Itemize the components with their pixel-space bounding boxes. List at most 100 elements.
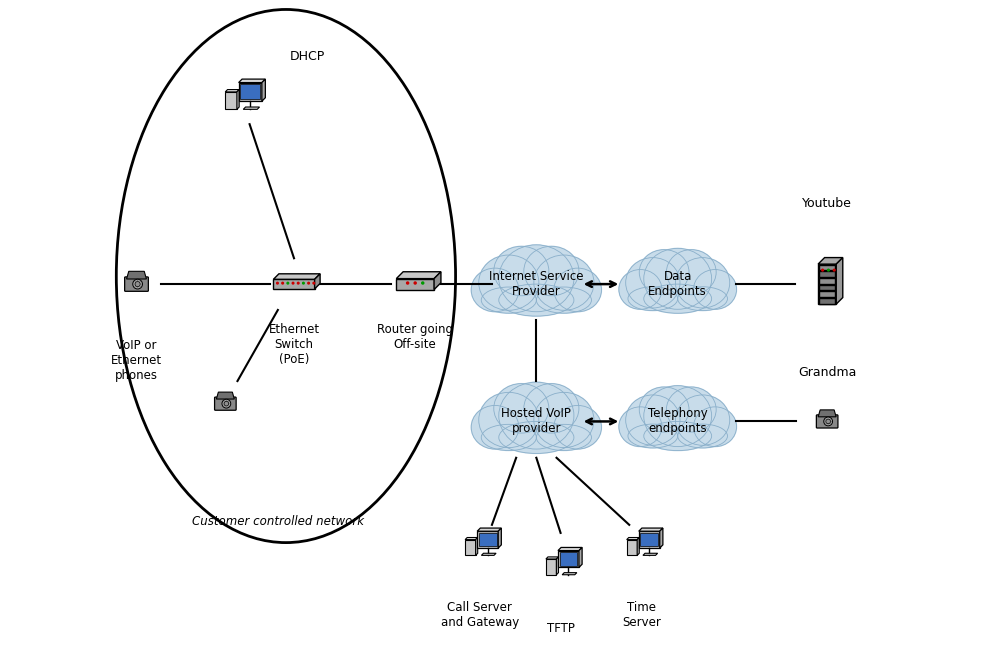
Polygon shape — [637, 537, 639, 556]
Polygon shape — [262, 79, 265, 101]
Ellipse shape — [644, 421, 712, 450]
Circle shape — [407, 282, 409, 284]
Polygon shape — [556, 557, 558, 575]
Ellipse shape — [675, 258, 730, 308]
Ellipse shape — [499, 382, 574, 449]
Circle shape — [141, 284, 142, 285]
Text: VoIP or
Ethernet
phones: VoIP or Ethernet phones — [111, 339, 162, 382]
Polygon shape — [239, 79, 265, 82]
Polygon shape — [498, 528, 501, 548]
Circle shape — [297, 282, 299, 284]
Ellipse shape — [481, 287, 536, 313]
Polygon shape — [836, 258, 843, 304]
Ellipse shape — [644, 386, 712, 447]
Polygon shape — [477, 532, 498, 548]
Text: Data
Endpoints: Data Endpoints — [648, 270, 707, 298]
Circle shape — [303, 282, 304, 284]
Ellipse shape — [678, 424, 727, 448]
Circle shape — [140, 281, 141, 282]
Circle shape — [135, 282, 140, 287]
Polygon shape — [640, 533, 658, 546]
Circle shape — [133, 284, 134, 285]
FancyBboxPatch shape — [818, 264, 836, 304]
Ellipse shape — [639, 387, 689, 432]
Ellipse shape — [536, 287, 591, 313]
Text: Router going
Off-site: Router going Off-site — [377, 323, 453, 351]
FancyBboxPatch shape — [819, 284, 835, 290]
Ellipse shape — [481, 424, 536, 450]
Ellipse shape — [675, 395, 730, 445]
Ellipse shape — [499, 284, 574, 316]
Polygon shape — [627, 537, 639, 539]
Polygon shape — [560, 552, 577, 566]
Circle shape — [134, 286, 135, 288]
Text: Grandma: Grandma — [798, 367, 856, 380]
Ellipse shape — [494, 384, 549, 433]
Polygon shape — [225, 92, 237, 109]
FancyBboxPatch shape — [819, 278, 835, 284]
Polygon shape — [315, 274, 320, 289]
Circle shape — [287, 282, 289, 284]
Ellipse shape — [534, 393, 594, 448]
Polygon shape — [273, 274, 320, 279]
Polygon shape — [127, 271, 146, 279]
Text: Customer controlled network: Customer controlled network — [192, 515, 364, 528]
Text: Call Server
and Gateway: Call Server and Gateway — [441, 601, 519, 629]
Ellipse shape — [499, 245, 574, 312]
Polygon shape — [396, 272, 441, 278]
Polygon shape — [546, 559, 556, 575]
Ellipse shape — [666, 250, 716, 295]
Ellipse shape — [628, 424, 678, 448]
Text: Youtube: Youtube — [802, 197, 852, 210]
Polygon shape — [479, 533, 497, 546]
Circle shape — [137, 280, 138, 281]
Ellipse shape — [619, 269, 662, 310]
Circle shape — [140, 286, 141, 288]
Ellipse shape — [471, 268, 519, 312]
Circle shape — [308, 282, 309, 284]
FancyBboxPatch shape — [819, 298, 835, 304]
Text: Telephony
endpoints: Telephony endpoints — [648, 408, 708, 435]
Text: Internet Service
Provider: Internet Service Provider — [489, 270, 584, 298]
Text: Time
Server: Time Server — [622, 601, 661, 629]
Ellipse shape — [524, 247, 579, 296]
Ellipse shape — [644, 249, 712, 310]
Polygon shape — [639, 532, 660, 548]
Polygon shape — [240, 84, 260, 99]
Circle shape — [224, 401, 229, 406]
Polygon shape — [396, 278, 434, 289]
Ellipse shape — [678, 287, 727, 311]
Polygon shape — [558, 548, 582, 550]
Polygon shape — [660, 528, 663, 548]
Circle shape — [414, 282, 416, 284]
Circle shape — [134, 281, 135, 282]
FancyBboxPatch shape — [819, 265, 835, 271]
Circle shape — [422, 282, 424, 284]
Ellipse shape — [639, 250, 689, 295]
Circle shape — [824, 417, 833, 426]
Polygon shape — [476, 537, 478, 556]
Polygon shape — [216, 392, 234, 399]
FancyBboxPatch shape — [819, 271, 835, 277]
Polygon shape — [818, 410, 836, 417]
Circle shape — [277, 282, 278, 284]
Ellipse shape — [536, 424, 591, 450]
Polygon shape — [273, 279, 315, 289]
Ellipse shape — [694, 269, 737, 310]
Ellipse shape — [534, 255, 594, 310]
Ellipse shape — [666, 387, 716, 432]
Circle shape — [828, 269, 829, 271]
FancyBboxPatch shape — [816, 415, 838, 428]
FancyBboxPatch shape — [125, 277, 148, 291]
Circle shape — [133, 279, 142, 289]
Ellipse shape — [524, 384, 579, 433]
Polygon shape — [818, 258, 843, 264]
Text: Ethernet
Switch
(PoE): Ethernet Switch (PoE) — [268, 323, 320, 366]
Circle shape — [833, 269, 835, 271]
Polygon shape — [643, 553, 658, 556]
FancyBboxPatch shape — [819, 291, 835, 297]
Polygon shape — [243, 107, 260, 109]
Text: Hosted VoIP
provider: Hosted VoIP provider — [501, 408, 571, 435]
Polygon shape — [558, 550, 579, 567]
Polygon shape — [627, 539, 637, 556]
